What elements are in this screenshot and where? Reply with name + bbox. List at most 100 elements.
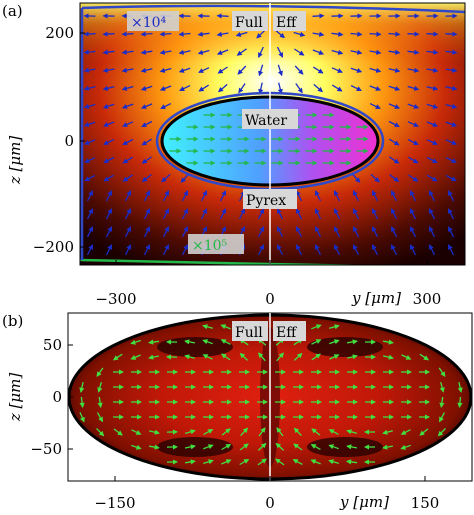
blue-outer-boundary (80, 4, 465, 260)
blue-arrow (83, 103, 96, 109)
panel-b-eff-label: Eff (276, 325, 297, 341)
panel-b-x-ticks: −150 0 150 (94, 476, 439, 512)
blue-arrow (350, 49, 363, 55)
blue-arrow (445, 31, 458, 37)
blue-arrow (121, 49, 134, 55)
lime-arrow (239, 458, 250, 466)
blue-arrow (388, 120, 400, 128)
blue-arrow (369, 49, 382, 55)
lime-arrow (113, 428, 123, 436)
blue-arrow (159, 67, 172, 73)
panel-b-ytick-2: −50 (30, 440, 62, 458)
blue-arrow (102, 85, 115, 91)
blue-arrow (407, 156, 419, 164)
blue-arrow (86, 208, 94, 220)
pyrex-label: Pyrex (246, 193, 286, 209)
lime-arrow (311, 353, 321, 361)
lime-arrow (439, 382, 445, 393)
blue-arrow (219, 208, 227, 220)
blue-arrow (162, 208, 170, 220)
lime-arrow (345, 459, 358, 465)
blue-arrow (178, 31, 191, 37)
blue-arrow (257, 244, 265, 256)
blue-arrow (370, 173, 380, 183)
blue-arrow (313, 83, 323, 93)
panel-a-ytick-2: −200 (33, 238, 74, 256)
blue-arrow (445, 85, 458, 91)
blue-arrow (294, 48, 305, 56)
green-scale-label: ×10⁵ (192, 238, 228, 254)
lime-arrow (276, 427, 284, 437)
blue-arrow (124, 190, 132, 202)
blue-arrow (121, 31, 134, 37)
blue-arrow (390, 208, 398, 220)
blue-arrow (371, 244, 379, 256)
lime-arrow (203, 444, 214, 450)
lime-arrow (97, 382, 103, 393)
blue-arrow (216, 13, 229, 19)
panel-a-ylabel: z [μm] (6, 136, 24, 185)
blue-arrow (141, 138, 153, 146)
blue-arrow (390, 226, 398, 238)
lime-arrow (148, 339, 159, 345)
lime-arrow (439, 396, 445, 409)
panel-a-ytick-1: 0 (64, 132, 74, 150)
lime-arrow (346, 339, 358, 345)
lime-arrow (328, 429, 339, 435)
blue-scale-label: ×10⁴ (131, 15, 167, 31)
blue-arrow (122, 121, 134, 127)
lime-arrow (346, 444, 358, 450)
blue-arrow (294, 65, 304, 75)
blue-arrow (445, 67, 458, 73)
lime-arrow (382, 429, 393, 435)
blue-arrow (162, 226, 170, 238)
lime-arrow (184, 354, 195, 360)
blue-arrow (312, 13, 325, 19)
green-scale-box (188, 234, 244, 254)
panel-a-xtick-0: −300 (95, 290, 136, 308)
lime-arrow (311, 339, 322, 345)
blue-arrow (445, 174, 457, 182)
blue-arrow (445, 103, 458, 109)
panel-b-full-label: Full (235, 325, 263, 341)
blue-arrow (426, 121, 439, 127)
blue-arrow (237, 65, 247, 75)
blue-arrow (276, 244, 284, 256)
lime-arrow (328, 459, 339, 465)
blue-arrow (407, 138, 419, 146)
blue-arrow (388, 103, 401, 109)
blue-arrow (159, 49, 172, 55)
blue-arrow (102, 49, 115, 55)
lime-arrow (311, 324, 322, 330)
blue-arrow (369, 31, 382, 37)
blue-arrow (407, 121, 419, 127)
blue-arrow (83, 139, 96, 145)
blue-arrow (428, 190, 436, 202)
blue-arrow (124, 244, 132, 256)
blue-arrow (426, 156, 438, 164)
blue-arrow (407, 49, 420, 55)
blue-arrow (295, 226, 303, 238)
blue-arrow (293, 31, 306, 37)
blue-arrow (86, 244, 94, 256)
blue-arrow (235, 31, 248, 37)
lime-arrow (96, 367, 104, 377)
blue-arrow (200, 208, 208, 220)
blue-arrow (181, 190, 189, 202)
blue-arrow (105, 208, 113, 220)
blue-arrow (350, 85, 362, 91)
lime-arrow (130, 339, 141, 345)
lime-arrow (202, 324, 213, 330)
blue-arrow (122, 138, 134, 146)
blue-arrow (276, 208, 284, 220)
lime-arrow (310, 444, 321, 450)
blue-arrow (140, 31, 153, 37)
blue-arrow (350, 67, 363, 73)
blue-arrow (352, 226, 360, 238)
blue-arrow (388, 138, 400, 146)
blue-arrow (143, 244, 151, 256)
lime-arrow (79, 396, 85, 409)
blue-arrow (333, 190, 341, 202)
blue-arrow (256, 29, 266, 39)
